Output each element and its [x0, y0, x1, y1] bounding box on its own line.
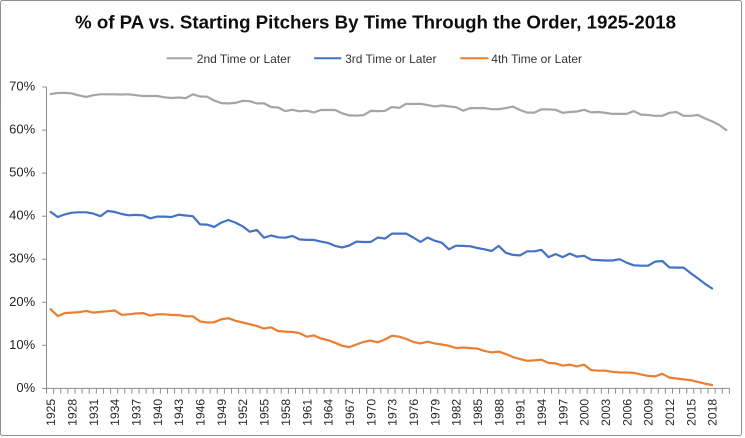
svg-text:1934: 1934: [108, 399, 122, 426]
svg-text:1955: 1955: [258, 399, 272, 426]
svg-text:1931: 1931: [87, 399, 101, 426]
svg-text:2009: 2009: [642, 399, 656, 426]
svg-text:1988: 1988: [492, 399, 506, 426]
svg-text:2018: 2018: [706, 399, 720, 426]
svg-text:20%: 20%: [9, 294, 35, 309]
svg-text:2000: 2000: [578, 399, 592, 426]
svg-text:50%: 50%: [9, 165, 35, 180]
svg-text:1943: 1943: [172, 399, 186, 426]
svg-text:1949: 1949: [215, 399, 229, 426]
svg-text:1976: 1976: [407, 399, 421, 426]
svg-text:% of PA vs. Starting Pitchers: % of PA vs. Starting Pitchers By Time Th…: [75, 11, 676, 32]
svg-text:0%: 0%: [16, 380, 35, 395]
svg-text:1925: 1925: [44, 399, 58, 426]
svg-text:1997: 1997: [556, 399, 570, 426]
svg-text:1928: 1928: [66, 399, 80, 426]
svg-text:60%: 60%: [9, 122, 35, 137]
svg-text:1946: 1946: [194, 399, 208, 426]
svg-text:1991: 1991: [514, 399, 528, 426]
svg-text:1940: 1940: [151, 399, 165, 426]
svg-text:2003: 2003: [599, 399, 613, 426]
svg-text:1982: 1982: [450, 399, 464, 426]
svg-text:1958: 1958: [279, 399, 293, 426]
svg-text:1985: 1985: [471, 399, 485, 426]
svg-text:2006: 2006: [620, 399, 634, 426]
svg-text:1937: 1937: [130, 399, 144, 426]
svg-text:2nd Time or Later: 2nd Time or Later: [197, 52, 291, 66]
svg-text:1973: 1973: [386, 399, 400, 426]
svg-text:1994: 1994: [535, 399, 549, 426]
svg-text:1967: 1967: [343, 399, 357, 426]
svg-text:10%: 10%: [9, 337, 35, 352]
svg-text:1952: 1952: [236, 399, 250, 426]
svg-text:1979: 1979: [428, 399, 442, 426]
svg-text:1964: 1964: [322, 399, 336, 426]
svg-text:4th Time or Later: 4th Time or Later: [491, 52, 582, 66]
svg-text:70%: 70%: [9, 79, 35, 94]
svg-text:2012: 2012: [663, 399, 677, 426]
svg-text:3rd Time or Later: 3rd Time or Later: [345, 52, 436, 66]
svg-text:1961: 1961: [300, 399, 314, 426]
svg-text:30%: 30%: [9, 251, 35, 266]
svg-text:1970: 1970: [364, 399, 378, 426]
svg-text:40%: 40%: [9, 208, 35, 223]
svg-text:2015: 2015: [684, 399, 698, 426]
